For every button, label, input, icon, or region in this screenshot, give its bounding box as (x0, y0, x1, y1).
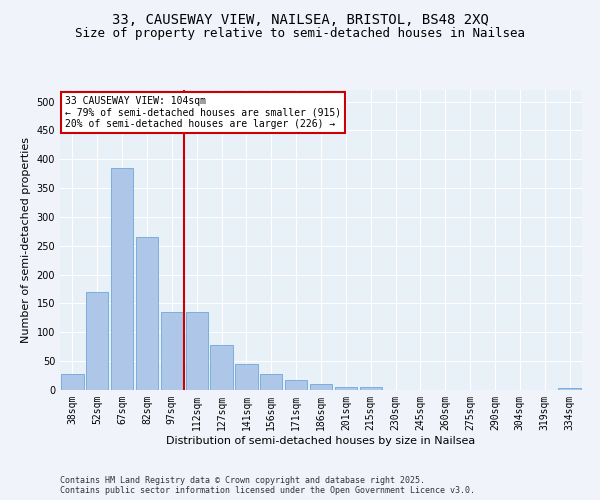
Bar (86, 292, 109, 390)
X-axis label: Distribution of semi-detached houses by size in Nailsea: Distribution of semi-detached houses by … (166, 436, 476, 446)
Bar (335, 387, 357, 390)
Bar (185, 312, 208, 390)
Y-axis label: Number of semi-detached properties: Number of semi-detached properties (21, 137, 31, 343)
Bar (310, 384, 332, 390)
Bar (359, 387, 382, 390)
Text: Contains HM Land Registry data © Crown copyright and database right 2025.
Contai: Contains HM Land Registry data © Crown c… (60, 476, 475, 495)
Text: Size of property relative to semi-detached houses in Nailsea: Size of property relative to semi-detach… (75, 28, 525, 40)
Bar (111, 168, 133, 390)
Text: 33 CAUSEWAY VIEW: 104sqm
← 79% of semi-detached houses are smaller (915)
20% of : 33 CAUSEWAY VIEW: 104sqm ← 79% of semi-d… (65, 96, 341, 129)
Bar (235, 364, 257, 390)
Bar (285, 380, 307, 390)
Bar (260, 374, 283, 390)
Bar (559, 388, 581, 390)
Bar (161, 312, 183, 390)
Text: 33, CAUSEWAY VIEW, NAILSEA, BRISTOL, BS48 2XQ: 33, CAUSEWAY VIEW, NAILSEA, BRISTOL, BS4… (112, 12, 488, 26)
Bar (61, 374, 83, 390)
Bar (211, 345, 233, 390)
Bar (136, 237, 158, 390)
